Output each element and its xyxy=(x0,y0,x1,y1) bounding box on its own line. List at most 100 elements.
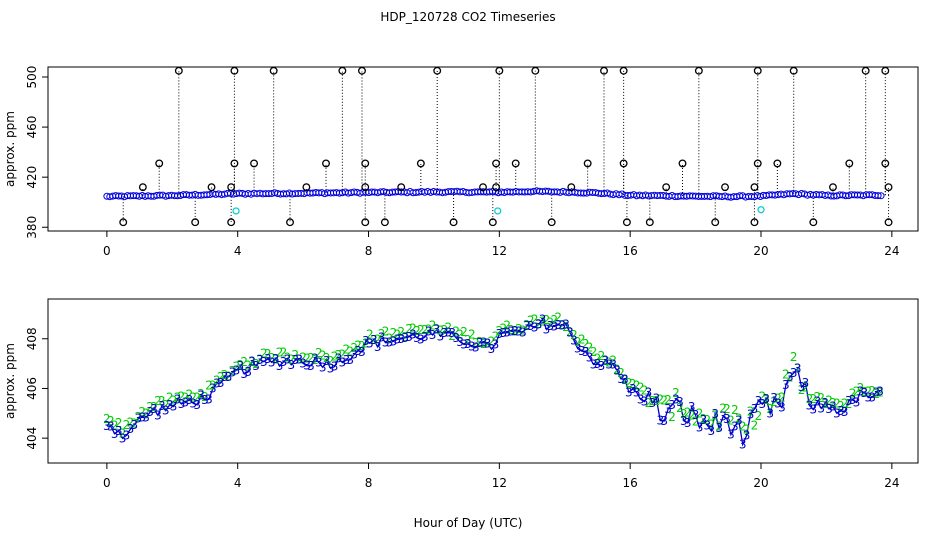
series-3-marker: 3 xyxy=(794,362,802,376)
series-2-marker: 2 xyxy=(543,313,551,327)
series-3-marker: 3 xyxy=(472,341,480,355)
series-2-marker: 2 xyxy=(401,330,409,344)
spike-point xyxy=(361,183,370,192)
series-3-marker: 3 xyxy=(527,319,535,333)
spike-point xyxy=(488,218,497,227)
spike-point xyxy=(492,159,501,168)
series-2-marker: 2 xyxy=(225,369,233,383)
series-2-marker: 2 xyxy=(676,401,684,415)
bottom-plot-frame xyxy=(47,298,919,464)
series-2-marker: 2 xyxy=(205,378,213,392)
series-2-marker: 2 xyxy=(609,354,617,368)
series-2-marker: 2 xyxy=(158,394,166,408)
series-3-marker: 3 xyxy=(342,353,350,367)
series-2-marker: 2 xyxy=(405,322,413,336)
series-2-marker: 2 xyxy=(197,387,205,401)
series-2-marker: 2 xyxy=(547,316,555,330)
series-3-marker: 3 xyxy=(146,405,154,419)
series-3-marker: 3 xyxy=(798,380,806,394)
series-3-marker: 3 xyxy=(837,404,845,418)
series-2-marker: 2 xyxy=(123,418,131,432)
series-3-marker: 3 xyxy=(735,413,743,427)
series-2-marker: 2 xyxy=(707,418,715,432)
series-3-marker: 3 xyxy=(519,325,527,339)
series-2-marker: 2 xyxy=(660,394,668,408)
series-3-marker: 3 xyxy=(813,395,821,409)
series-3-marker: 3 xyxy=(849,393,857,407)
series-2-marker: 2 xyxy=(354,338,362,352)
series-2-marker: 2 xyxy=(594,352,602,366)
series-3-marker: 3 xyxy=(354,344,362,358)
series-3-marker: 3 xyxy=(821,396,829,410)
series-2-marker: 2 xyxy=(656,392,664,406)
series-2-marker: 2 xyxy=(711,408,719,422)
series-2-marker: 2 xyxy=(323,351,331,365)
series-2-marker: 2 xyxy=(166,391,174,405)
top-data-marks xyxy=(103,66,893,227)
spike-point xyxy=(302,183,311,192)
series-2-marker: 2 xyxy=(684,406,692,420)
spike-point xyxy=(269,66,278,75)
series-2-marker: 2 xyxy=(256,352,264,366)
top-axes: 0 4 8 12 16 20 24 380 420 460 500 xyxy=(25,66,899,258)
series-2-marker: 2 xyxy=(825,393,833,407)
series-3-marker: 3 xyxy=(236,359,244,373)
series-2-marker: 2 xyxy=(829,396,837,410)
bottom-panel: approx. ppm 2222222222222222222222222222… xyxy=(3,298,919,490)
series-2-marker: 2 xyxy=(288,352,296,366)
spike-point xyxy=(119,218,128,227)
series-2-marker: 2 xyxy=(252,357,260,371)
series-2-marker: 2 xyxy=(342,342,350,356)
series-2-marker: 2 xyxy=(452,325,460,339)
series-2-marker: 2 xyxy=(535,317,543,331)
series-3-marker: 3 xyxy=(131,418,139,432)
series-2-marker: 2 xyxy=(111,418,119,432)
series-2-marker: 2 xyxy=(299,351,307,365)
series-2-marker: 2 xyxy=(602,354,610,368)
spike-point xyxy=(397,183,406,192)
series-2-marker: 2 xyxy=(637,381,645,395)
series-3-marker: 3 xyxy=(229,365,237,379)
top-y-tick-label: 380 xyxy=(25,216,39,239)
spike-point xyxy=(711,218,720,227)
series-3-marker: 3 xyxy=(629,382,637,396)
series-3-marker: 3 xyxy=(543,323,551,337)
series-3-marker: 3 xyxy=(782,378,790,392)
series-3-marker: 3 xyxy=(201,393,209,407)
series-2-marker: 2 xyxy=(817,391,825,405)
series-2-marker: 2 xyxy=(586,341,594,355)
series-3-marker: 3 xyxy=(119,431,127,445)
series-3-marker: 3 xyxy=(700,413,708,427)
series-2-marker: 2 xyxy=(409,321,417,335)
spike-point xyxy=(361,218,370,227)
series-3-marker: 3 xyxy=(755,394,763,408)
series-3-marker: 3 xyxy=(123,428,131,442)
spike-point xyxy=(884,218,893,227)
series-2-marker: 2 xyxy=(621,373,629,387)
series-2-marker: 2 xyxy=(284,351,292,365)
series-3-marker: 3 xyxy=(362,334,370,348)
series-3-marker: 3 xyxy=(464,337,472,351)
series-3-marker: 3 xyxy=(413,331,421,345)
series-2-marker: 2 xyxy=(668,410,676,424)
series-3-marker: 3 xyxy=(182,396,190,410)
spike-point xyxy=(433,66,442,75)
series-3-marker: 3 xyxy=(401,331,409,345)
series-3-marker: 3 xyxy=(868,390,876,404)
series-2-marker: 2 xyxy=(645,396,653,410)
series-3-marker: 3 xyxy=(209,382,217,396)
spike-point xyxy=(286,218,294,227)
series-3-marker: 3 xyxy=(103,419,111,433)
series-2-marker: 2 xyxy=(766,402,774,416)
series-2-marker: 2 xyxy=(810,392,818,406)
series-3-marker: 3 xyxy=(645,386,653,400)
series-3-marker: 3 xyxy=(778,401,786,415)
series-3-marker: 3 xyxy=(127,422,135,436)
series-3-marker: 3 xyxy=(664,402,672,416)
series-2-marker: 2 xyxy=(704,413,712,427)
spike-point xyxy=(750,218,759,227)
series-2-marker: 2 xyxy=(554,311,562,325)
series-2-marker: 2 xyxy=(723,402,731,416)
series-2-marker: 2 xyxy=(382,325,390,339)
series-2-marker: 2 xyxy=(719,401,727,415)
